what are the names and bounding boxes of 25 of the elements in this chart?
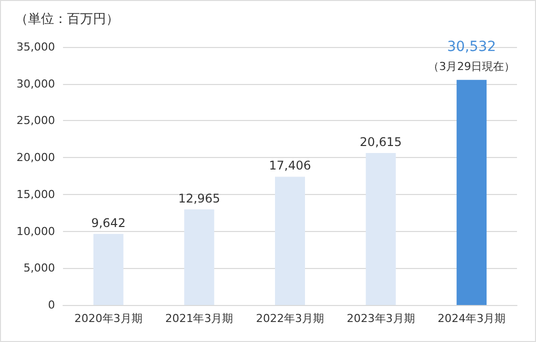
y-axis-title: （単位：百万円） bbox=[15, 12, 119, 27]
bar bbox=[456, 80, 487, 305]
data-label: 12,965 bbox=[178, 191, 220, 206]
annotation: （3月29日現在） bbox=[428, 60, 516, 73]
bar bbox=[93, 234, 124, 305]
x-tick-label: 2021年3月期 bbox=[165, 312, 234, 325]
y-tick-label: 35,000 bbox=[16, 40, 55, 54]
data-label: 20,615 bbox=[360, 135, 402, 150]
y-tick-label: 5,000 bbox=[24, 262, 55, 275]
bar bbox=[184, 209, 214, 305]
y-tick-label: 0 bbox=[48, 298, 55, 312]
y-tick-label: 15,000 bbox=[16, 188, 55, 201]
y-tick-label: 25,000 bbox=[16, 114, 55, 128]
y-tick-label: 30,000 bbox=[16, 77, 55, 90]
x-tick-label: 2022年3月期 bbox=[256, 312, 324, 325]
x-tick-label: 2020年3月期 bbox=[74, 312, 142, 325]
bar bbox=[366, 153, 396, 305]
data-label: 17,406 bbox=[269, 158, 311, 173]
x-tick-label: 2024年3月期 bbox=[438, 312, 506, 325]
y-tick-label: 20,000 bbox=[16, 151, 55, 164]
x-tick-label: 2023年3月期 bbox=[346, 312, 415, 325]
data-label: 9,642 bbox=[91, 216, 126, 230]
y-tick-label: 10,000 bbox=[16, 224, 55, 238]
data-label: 30,532 bbox=[447, 38, 496, 55]
bar bbox=[275, 176, 305, 305]
